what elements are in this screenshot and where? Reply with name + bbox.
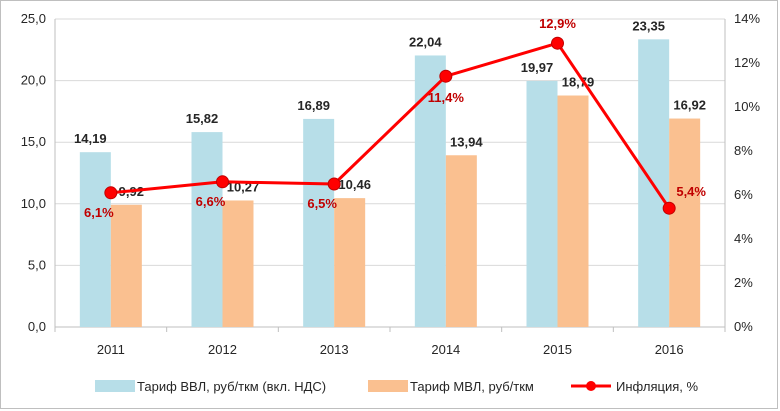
inflation-point — [551, 36, 564, 50]
y-left-tick-label: 20,0 — [21, 73, 46, 88]
bar-data-label: 14,19 — [74, 131, 107, 146]
bar-data-label: 10,46 — [338, 177, 371, 192]
bar-series-2 — [669, 118, 701, 328]
bar-series-1 — [79, 152, 111, 327]
x-tick-label: 2011 — [97, 342, 125, 357]
y-right-tick-label: 12% — [734, 55, 760, 70]
inflation-data-label: 6,6% — [196, 194, 226, 209]
inflation-labels: 6,1% 6,6% 6,5% 11,4% 12,9% 5,4% — [84, 16, 706, 220]
legend-marker — [586, 381, 596, 391]
bar-data-label: 22,04 — [409, 34, 442, 49]
y-right-tick-label: 0% — [734, 319, 753, 334]
bar-series-2 — [557, 95, 589, 327]
bar-data-label: 13,94 — [450, 134, 483, 149]
y-left-tick-label: 10,0 — [21, 196, 46, 211]
x-tick-label: 2014 — [431, 342, 460, 357]
x-axis: 2011 2012 2013 2014 2015 2016 — [54, 326, 726, 357]
inflation-data-label: 5,4% — [676, 184, 706, 199]
inflation-point — [662, 201, 676, 215]
bar-series-2 — [222, 200, 254, 327]
inflation-data-label: 11,4% — [428, 90, 465, 105]
y-right-tick-label: 14% — [734, 11, 760, 26]
y-right-tick-label: 10% — [734, 99, 760, 114]
x-tick-label: 2016 — [655, 342, 684, 357]
inflation-series-line — [110, 41, 671, 210]
inflation-data-label: 6,1% — [84, 205, 114, 220]
inflation-data-label: 12,9% — [539, 16, 576, 31]
inflation-point — [104, 186, 118, 200]
y-axis-left: 0,0 5,0 10,0 15,0 20,0 25,0 — [21, 11, 56, 334]
x-tick-label: 2012 — [208, 342, 237, 357]
inflation-point — [439, 69, 453, 83]
inflation-point — [327, 177, 341, 191]
y-left-tick-label: 0,0 — [28, 319, 46, 334]
bar-series-2 — [110, 204, 142, 327]
legend-label: Инфляция, % — [616, 379, 699, 394]
grid-lines — [55, 18, 725, 328]
y-right-tick-label: 8% — [734, 143, 753, 158]
y-left-tick-label: 15,0 — [21, 134, 46, 149]
bar-data-label: 16,89 — [297, 98, 330, 113]
x-tick-label: 2013 — [320, 342, 349, 357]
inflation-data-label: 6,5% — [307, 196, 337, 211]
legend-swatch — [95, 380, 135, 392]
bar-data-label: 15,82 — [186, 111, 219, 126]
inflation-point — [216, 175, 229, 189]
y-right-tick-label: 6% — [734, 187, 753, 202]
bars — [79, 39, 701, 328]
y-right-tick-label: 4% — [734, 231, 753, 246]
bar-series-1 — [191, 132, 223, 327]
bar-data-label: 18,79 — [562, 75, 595, 90]
bar-series-2 — [445, 155, 477, 327]
legend-swatch — [368, 380, 408, 392]
y-left-tick-label: 5,0 — [28, 257, 46, 272]
x-tick-label: 2015 — [543, 342, 572, 357]
bar-series-1 — [303, 118, 335, 328]
bar-data-label: 16,92 — [673, 98, 706, 113]
bar-data-label: 23,35 — [632, 18, 665, 33]
y-axis-right: 0% 2% 4% 6% 8% 10% 12% 14% — [724, 11, 760, 334]
y-right-tick-label: 2% — [734, 275, 753, 290]
legend-label: Тариф ВВЛ, руб/ткм (вкл. НДС) — [137, 379, 326, 394]
legend-label: Тариф МВЛ, руб/ткм — [410, 379, 534, 394]
y-left-tick-label: 25,0 — [21, 11, 46, 26]
inflation-line — [104, 36, 676, 215]
bar-data-label: 19,97 — [521, 60, 554, 75]
bar-series-2 — [334, 198, 366, 327]
legend: Тариф ВВЛ, руб/ткм (вкл. НДС) Тариф МВЛ, … — [95, 379, 699, 394]
bar-series-1 — [526, 80, 558, 327]
